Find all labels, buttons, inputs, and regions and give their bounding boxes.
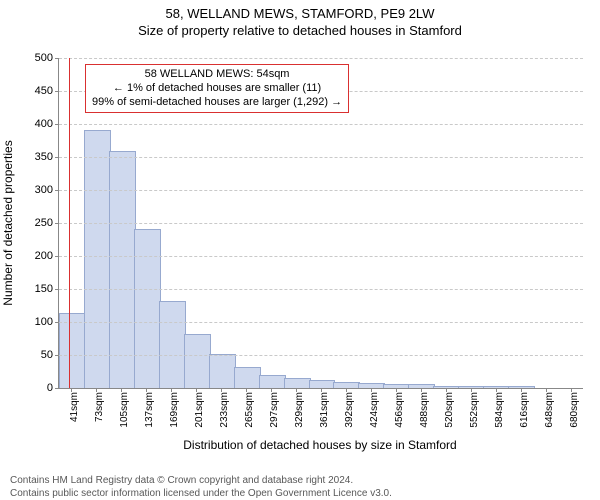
- gridline: [59, 256, 583, 257]
- histogram-bar: [333, 382, 360, 388]
- ytick-label: 0: [47, 382, 53, 394]
- ytick-label: 450: [35, 85, 53, 97]
- gridline: [59, 58, 583, 59]
- xtick-label: 552sqm: [469, 392, 480, 428]
- gridline: [59, 322, 583, 323]
- gridline: [59, 289, 583, 290]
- chart-title-sub: Size of property relative to detached ho…: [0, 23, 600, 38]
- histogram-bar: [309, 380, 336, 388]
- xtick-label: 169sqm: [169, 392, 180, 428]
- xtick-label: 648sqm: [544, 392, 555, 428]
- xtick-label: 201sqm: [194, 392, 205, 428]
- subject-marker-line: [69, 58, 70, 388]
- xtick-label: 488sqm: [419, 392, 430, 428]
- x-axis-label: Distribution of detached houses by size …: [58, 438, 582, 452]
- footer-attribution: Contains HM Land Registry data © Crown c…: [10, 474, 392, 500]
- ytick-label: 250: [35, 217, 53, 229]
- ytick-mark: [55, 388, 59, 389]
- histogram-bar: [284, 378, 311, 388]
- ytick-mark: [55, 58, 59, 59]
- gridline: [59, 190, 583, 191]
- histogram-bar: [134, 229, 161, 388]
- xtick-label: 361sqm: [319, 392, 330, 428]
- ytick-mark: [55, 256, 59, 257]
- histogram-bar: [259, 375, 286, 388]
- ytick-label: 500: [35, 52, 53, 64]
- histogram-bar: [159, 301, 186, 388]
- ytick-mark: [55, 223, 59, 224]
- ytick-label: 200: [35, 250, 53, 262]
- ytick-mark: [55, 124, 59, 125]
- ytick-mark: [55, 322, 59, 323]
- xtick-label: 265sqm: [244, 392, 255, 428]
- xtick-label: 392sqm: [344, 392, 355, 428]
- footer-line-2: Contains public sector information licen…: [10, 487, 392, 500]
- histogram-bar: [358, 383, 385, 388]
- ytick-label: 400: [35, 118, 53, 130]
- ytick-mark: [55, 289, 59, 290]
- ytick-label: 350: [35, 151, 53, 163]
- xtick-label: 616sqm: [519, 392, 530, 428]
- annotation-line-1: 58 WELLAND MEWS: 54sqm: [92, 68, 342, 82]
- chart-container: { "titles": { "main": "58, WELLAND MEWS,…: [0, 6, 600, 500]
- ytick-label: 300: [35, 184, 53, 196]
- xtick-label: 73sqm: [94, 392, 105, 422]
- histogram-bar: [234, 367, 261, 388]
- annotation-box: 58 WELLAND MEWS: 54sqm ← 1% of detached …: [85, 64, 349, 113]
- histogram-bar: [209, 354, 236, 388]
- xtick-label: 456sqm: [394, 392, 405, 428]
- gridline: [59, 124, 583, 125]
- xtick-label: 297sqm: [269, 392, 280, 428]
- xtick-label: 137sqm: [144, 392, 155, 428]
- histogram-bar: [508, 386, 535, 388]
- xtick-label: 233sqm: [219, 392, 230, 428]
- ytick-label: 100: [35, 316, 53, 328]
- histogram-bar: [383, 384, 410, 388]
- xtick-label: 520sqm: [444, 392, 455, 428]
- histogram-bar: [483, 386, 510, 388]
- gridline: [59, 223, 583, 224]
- ytick-label: 50: [41, 349, 53, 361]
- xtick-label: 680sqm: [569, 392, 580, 428]
- xtick-label: 584sqm: [494, 392, 505, 428]
- annotation-line-3: 99% of semi-detached houses are larger (…: [92, 96, 342, 110]
- chart-title-main: 58, WELLAND MEWS, STAMFORD, PE9 2LW: [0, 6, 600, 21]
- histogram-bar: [458, 386, 485, 388]
- histogram-bar: [84, 130, 111, 388]
- plot-area: 050100150200250300350400450500 41sqm73sq…: [58, 58, 583, 389]
- histogram-bar: [433, 386, 460, 388]
- ytick-mark: [55, 157, 59, 158]
- histogram-bar: [408, 384, 435, 388]
- ytick-mark: [55, 355, 59, 356]
- xtick-label: 41sqm: [69, 392, 80, 422]
- ytick-mark: [55, 190, 59, 191]
- ytick-label: 150: [35, 283, 53, 295]
- histogram-bar: [184, 334, 211, 388]
- histogram-bar: [109, 151, 136, 388]
- xtick-label: 105sqm: [119, 392, 130, 428]
- ytick-mark: [55, 91, 59, 92]
- y-axis-label: Number of detached properties: [1, 140, 15, 305]
- xtick-label: 329sqm: [294, 392, 305, 428]
- gridline: [59, 355, 583, 356]
- annotation-line-2: ← 1% of detached houses are smaller (11): [92, 82, 342, 96]
- footer-line-1: Contains HM Land Registry data © Crown c…: [10, 474, 392, 487]
- xtick-label: 424sqm: [369, 392, 380, 428]
- histogram-bar: [59, 313, 86, 388]
- gridline: [59, 157, 583, 158]
